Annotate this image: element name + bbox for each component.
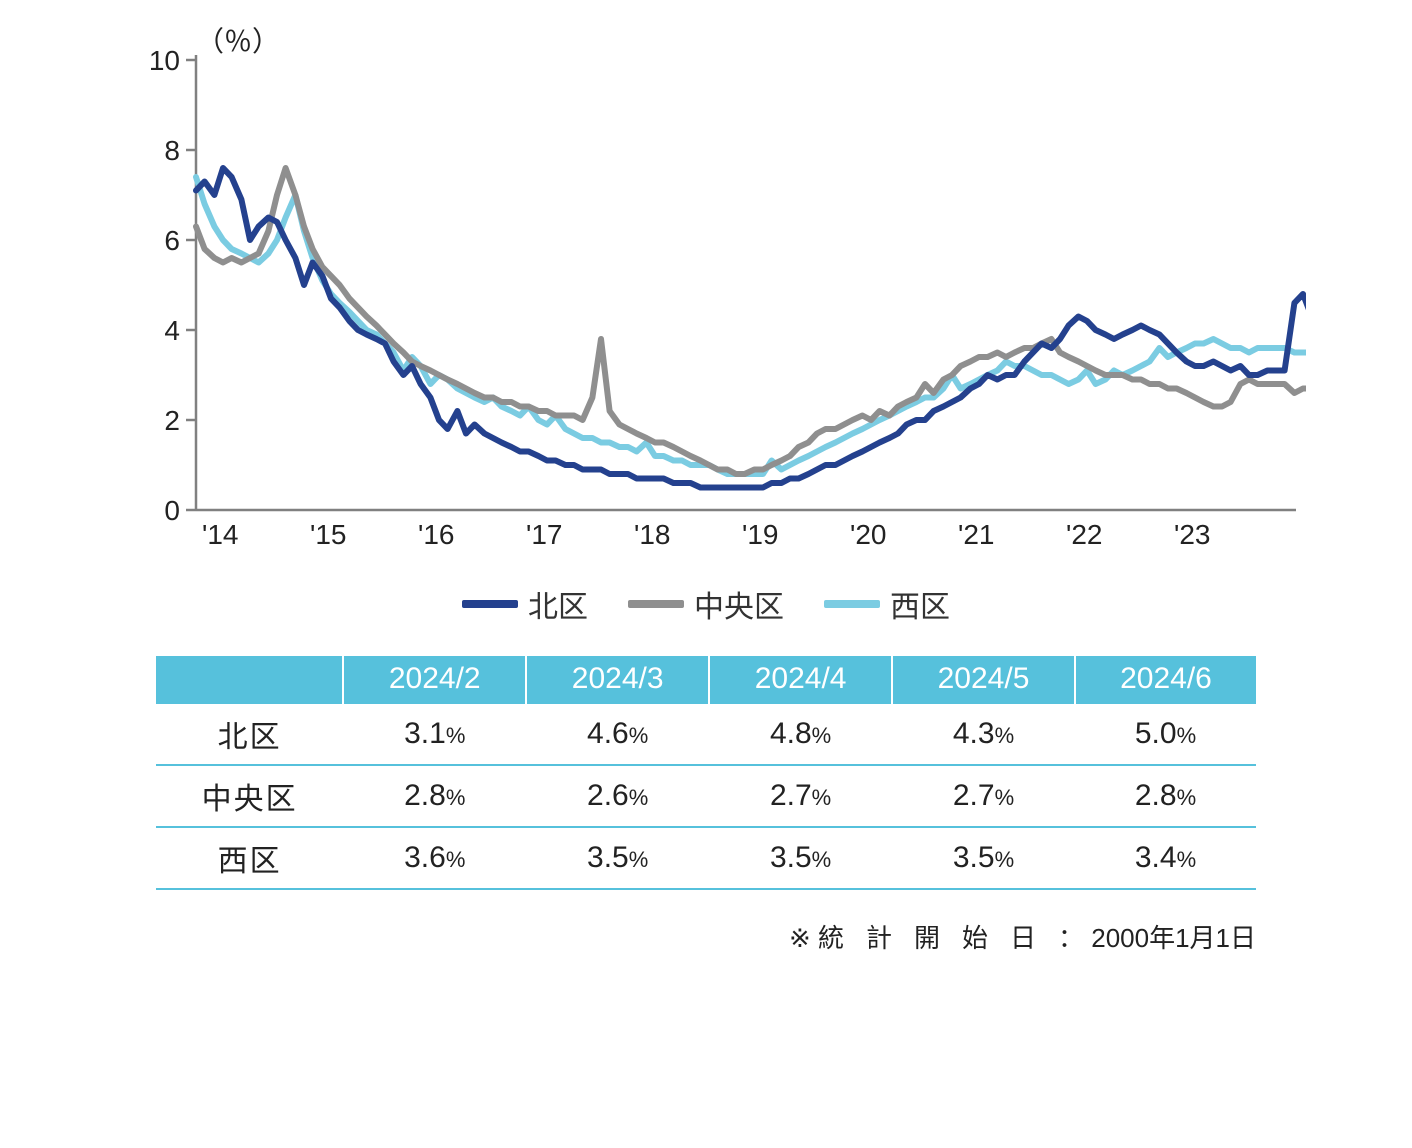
y-tick-label: 8 [164,135,180,166]
x-tick-label: '22 [1066,519,1103,550]
x-tick-label: '17 [526,519,563,550]
x-tick-label: '19 [742,519,779,550]
table-cell: 2.7% [892,765,1075,827]
y-tick-label: 2 [164,405,180,436]
y-tick-label: 4 [164,315,180,346]
table-row: 中央区2.8%2.6%2.7%2.7%2.8% [156,765,1256,827]
table-cell: 3.5% [892,827,1075,889]
series-line [196,168,1306,474]
table-col-header: 2024/4 [709,656,892,704]
table-col-header: 2024/2 [343,656,526,704]
table-cell: 3.1% [343,704,526,765]
legend-swatch [462,600,518,608]
y-tick-label: 0 [164,495,180,526]
table-col-header: 2024/6 [1075,656,1256,704]
legend-swatch [628,600,684,608]
y-tick-label: 6 [164,225,180,256]
legend-label: 北区 [528,582,588,626]
table-cell: 3.4% [1075,827,1256,889]
table-row-label: 西区 [156,827,343,889]
table-cell: 3.6% [343,827,526,889]
table-cell: 5.0% [1075,704,1256,765]
x-tick-label: '18 [634,519,671,550]
table-cell: 2.8% [1075,765,1256,827]
table-row-label: 北区 [156,704,343,765]
table-col-header: 2024/5 [892,656,1075,704]
legend-item: 西区 [824,582,950,626]
x-tick-label: '16 [418,519,455,550]
legend: 北区 中央区 西区 [60,582,1352,626]
data-table: 2024/22024/32024/42024/52024/6北区3.1%4.6%… [156,656,1256,890]
x-tick-label: '20 [850,519,887,550]
table-cell: 3.5% [709,827,892,889]
table-row-label: 中央区 [156,765,343,827]
x-tick-label: '14 [202,519,239,550]
table-header-empty [156,656,343,704]
legend-label: 西区 [890,582,950,626]
table-cell: 2.6% [526,765,709,827]
chart-svg: 0 2 4 6 8 10 '14 '15 '16 '17 '18 '19 '20 '21 '22 '23 [106,20,1306,580]
legend-swatch [824,600,880,608]
x-tick-label: '23 [1174,519,1211,550]
table-cell: 2.7% [709,765,892,827]
table-cell: 4.3% [892,704,1075,765]
table-col-header: 2024/3 [526,656,709,704]
footnote-value: 2000年1月1日 [1091,923,1256,953]
footnote-prefix: ※ [789,923,811,953]
legend-item: 北区 [462,582,588,626]
y-axis-unit: （％） [196,20,280,60]
x-tick-label: '21 [958,519,995,550]
line-chart: （％） 0 2 4 6 8 10 '14 '15 '16 '17 '18 '19 '20 '21 '22 '2… [106,20,1306,580]
table-cell: 4.8% [709,704,892,765]
data-table-wrap: 2024/22024/32024/42024/52024/6北区3.1%4.6%… [156,656,1256,890]
legend-label: 中央区 [694,582,784,626]
table-cell: 4.6% [526,704,709,765]
x-tick-label: '15 [310,519,347,550]
table-cell: 3.5% [526,827,709,889]
table-row: 北区3.1%4.6%4.8%4.3%5.0% [156,704,1256,765]
legend-item: 中央区 [628,582,784,626]
footnote-sep: ： [1058,923,1084,953]
table-row: 西区3.6%3.5%3.5%3.5%3.4% [156,827,1256,889]
table-cell: 2.8% [343,765,526,827]
footnote: ※ 統計開始日： 2000年1月1日 [156,918,1256,955]
y-tick-label: 10 [149,45,180,76]
footnote-label: 統計開始日 [818,923,1058,953]
